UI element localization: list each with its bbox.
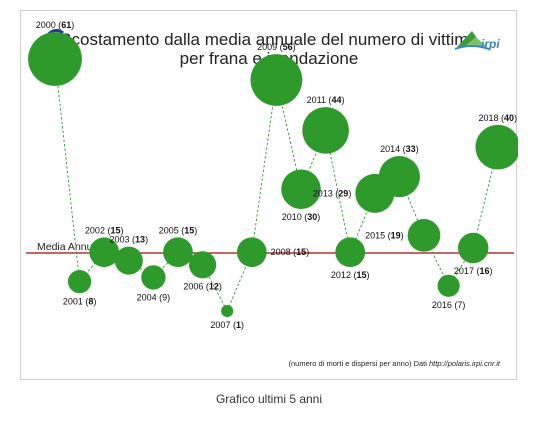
connector-2011-2012: [325, 130, 351, 253]
bubble-2015: [407, 219, 441, 252]
bubble-2008: [236, 237, 267, 268]
label-2002: 2002 (15): [85, 225, 124, 235]
label-2000: 2000 (61): [36, 20, 75, 30]
average-line-label: Media Annuale: [37, 241, 107, 253]
source-note-text: (numero di morti e dispersi per anno) Da…: [289, 359, 429, 368]
label-2004: 2004 (9): [137, 293, 171, 303]
irpi-logo: irpi: [454, 31, 500, 51]
label-2017: 2017 (16): [454, 266, 493, 276]
chart-title-line1: Scostamento dalla media annuale del nume…: [60, 30, 478, 49]
connector-2007-2008: [226, 252, 253, 312]
bubble-2017: [457, 232, 489, 264]
bubble-2010: [281, 169, 321, 209]
bubble-2003: [114, 246, 143, 275]
bubble-labels: 2000 (61) 2001 (8) 2002 (15)2003 (13) 2004 …: [36, 20, 517, 330]
bubble-2018: [475, 124, 518, 170]
bubble-2000: [28, 32, 82, 86]
bubbles: [28, 32, 518, 318]
bubble-2012: [335, 237, 366, 268]
bubble-2011: [302, 107, 349, 154]
bubble-2001: [67, 269, 92, 294]
label-2016: 2016 (7): [432, 300, 466, 310]
connector-2000-2001: [54, 58, 81, 282]
label-2011: 2011 (44): [307, 95, 345, 105]
bubble-2009: [250, 54, 303, 106]
label-2008: 2008 (15): [271, 247, 310, 257]
bubble-2004: [141, 265, 166, 290]
label-2010: 2010 (30): [282, 212, 321, 222]
label-2001: 2001 (8): [63, 296, 97, 306]
connector-2008-2009: [251, 79, 277, 253]
label-2018: 2018 (40): [479, 113, 518, 123]
label-2013: 2013 (29): [313, 188, 352, 198]
bubble-chart: Scostamento dalla media annuale del nume…: [26, 20, 518, 368]
bubble-2002: [89, 237, 120, 268]
label-2009: 2009 (56): [257, 42, 296, 52]
bubble-2014: [378, 156, 420, 198]
bubble-2016: [437, 274, 460, 297]
label-2012: 2012 (15): [331, 270, 370, 280]
label-2003: 2003 (13): [110, 235, 149, 245]
chart-frame: Scostamento dalla media annuale del nume…: [20, 10, 518, 380]
source-note-url: http://polaris.irpi.cnr.it: [429, 359, 501, 368]
bubble-2006: [188, 251, 217, 279]
irpi-logo-text: irpi: [481, 37, 500, 51]
bubble-2005: [163, 237, 193, 268]
label-2007: 2007 (1): [210, 320, 244, 330]
source-note: (numero di morti e dispersi per anno) Da…: [289, 359, 501, 368]
label-2005: 2005 (15): [159, 225, 198, 235]
label-2006: 2006 (12): [183, 281, 222, 291]
label-2014: 2014 (33): [380, 144, 419, 154]
label-2015: 2015 (19): [365, 230, 404, 240]
figure-caption: Grafico ultimi 5 anni: [215, 392, 323, 406]
bubble-2007: [221, 304, 234, 318]
